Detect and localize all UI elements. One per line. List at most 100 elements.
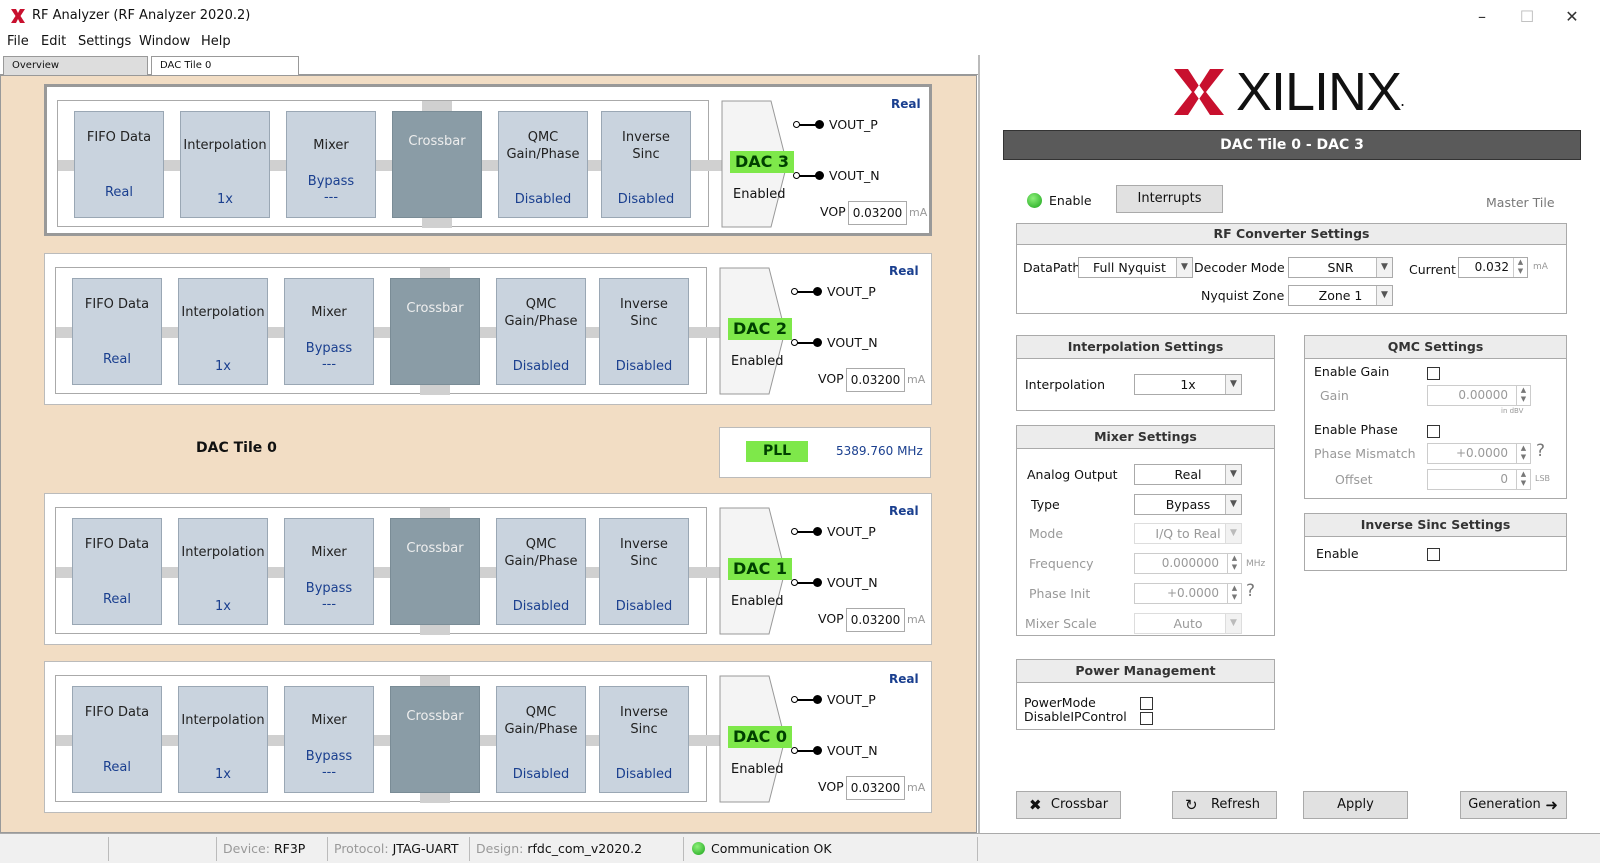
enable-gain-checkbox[interactable] [1427,367,1440,380]
xilinx-logo-dot: . [1400,91,1406,110]
inverse-sinc-block[interactable]: Inverse Sinc Disabled [601,111,691,218]
help-icon[interactable]: ? [1246,581,1256,601]
fifo-block[interactable]: FIFO Data Real [72,278,162,385]
menu-file[interactable]: File [7,34,29,49]
qmc-block[interactable]: QMC Gain/Phase Disabled [496,278,586,385]
powermode-checkbox[interactable] [1140,697,1153,710]
interrupts-button[interactable]: Interrupts [1116,185,1223,213]
mixer-frequency-unit: MHz [1246,559,1266,569]
vop-input[interactable]: 0.03200 [848,201,907,225]
mixer-block[interactable]: Mixer Bypass --- [284,686,374,793]
spin-arrows-icon[interactable]: ▲ ▼ [1516,444,1530,463]
nyquist-zone-select[interactable]: Zone 1 ▼ [1288,285,1393,306]
pll-badge: PLL [746,441,808,462]
mixer-mode-select[interactable]: I/Q to Real ▼ [1134,523,1242,544]
offset-input[interactable]: 0 ▲ ▼ [1427,469,1531,490]
menu-window[interactable]: Window [139,34,191,49]
vop-input[interactable]: 0.03200 [846,776,905,800]
apply-button[interactable]: Apply [1303,791,1408,819]
block-subtitle: Gain/Phase [506,147,580,162]
qmc-block[interactable]: QMC Gain/Phase Disabled [496,686,586,793]
fifo-block[interactable]: FIFO Data Real [74,111,164,218]
block-title: Inverse [620,705,668,720]
current-input[interactable]: 0.032 ▲ ▼ [1458,257,1528,278]
mixer-block[interactable]: Mixer Bypass --- [284,518,374,625]
block-value: Disabled [512,599,570,614]
chevron-down-icon: ▼ [1225,375,1241,394]
help-icon[interactable]: ? [1536,441,1546,461]
menu-edit[interactable]: Edit [41,34,67,49]
generation-button[interactable]: Generation ➜ [1460,791,1567,819]
interpolation-select[interactable]: 1x ▼ [1134,374,1242,395]
phase-init-input[interactable]: +0.0000 ▲ ▼ [1134,583,1242,604]
spin-arrows-icon[interactable]: ▲ ▼ [1516,470,1530,489]
mixer-frequency-input[interactable]: 0.000000 ▲ ▼ [1134,553,1242,574]
xilinx-logo-icon [1174,69,1224,115]
vout-p-label: VOUT_P [827,524,876,539]
mixer-type-select[interactable]: Bypass ▼ [1134,494,1242,515]
mixer-mode-label: Mode [1029,526,1064,541]
crossbar-block[interactable]: Crossbar [392,111,482,218]
port-line [799,124,819,126]
decoder-mode-select[interactable]: SNR ▼ [1288,257,1393,278]
menu-bar: File Edit Settings Window Help [0,33,1600,55]
tab-overview[interactable]: Overview [3,56,148,75]
mixer-block[interactable]: Mixer Bypass --- [286,111,376,218]
block-value: Real [102,592,132,607]
crossbar-block[interactable]: Crossbar [390,686,480,793]
protocol-value: JTAG-UART [392,841,459,856]
disable-ip-control-checkbox[interactable] [1140,712,1153,725]
fifo-block[interactable]: FIFO Data Real [72,686,162,793]
inverse-sinc-enable-label: Enable [1316,546,1359,561]
interpolation-block[interactable]: Interpolation 1x [178,278,268,385]
maximize-button[interactable]: ☐ [1519,7,1535,26]
chevron-down-icon: ▼ [1225,465,1241,484]
crossbar-button[interactable]: ✖ Crossbar [1016,791,1121,819]
fifo-block[interactable]: FIFO Data Real [72,518,162,625]
enable-phase-checkbox[interactable] [1427,425,1440,438]
crossbar-block[interactable]: Crossbar [390,518,480,625]
inverse-sinc-enable-checkbox[interactable] [1427,548,1440,561]
inverse-sinc-block[interactable]: Inverse Sinc Disabled [599,686,689,793]
block-value: Disabled [615,767,673,782]
block-value-secondary: --- [323,190,339,205]
close-button[interactable]: ✕ [1565,7,1579,26]
mixer-scale-select[interactable]: Auto ▼ [1134,613,1242,634]
phase-mismatch-input[interactable]: +0.0000 ▲ ▼ [1427,443,1531,464]
nyquist-zone-value: Zone 1 [1318,288,1363,303]
menu-settings[interactable]: Settings [78,34,132,49]
inverse-sinc-block[interactable]: Inverse Sinc Disabled [599,518,689,625]
inverse-sinc-block[interactable]: Inverse Sinc Disabled [599,278,689,385]
vop-input[interactable]: 0.03200 [846,608,905,632]
analog-output-select[interactable]: Real ▼ [1134,464,1242,485]
mixer-mode-value: I/Q to Real [1155,526,1221,541]
minimize-button[interactable]: – [1478,7,1486,26]
crossbar-block[interactable]: Crossbar [390,278,480,385]
phase-init-value: +0.0000 [1166,586,1219,600]
spin-arrows-icon[interactable]: ▲ ▼ [1227,554,1241,573]
powermode-label: PowerMode [1024,695,1096,710]
interpolation-block[interactable]: Interpolation 1x [180,111,270,218]
qmc-block[interactable]: QMC Gain/Phase Disabled [496,518,586,625]
interpolation-block[interactable]: Interpolation 1x [178,518,268,625]
enable-indicator-icon[interactable] [1027,193,1042,208]
menu-help[interactable]: Help [201,34,231,49]
mixer-block[interactable]: Mixer Bypass --- [284,278,374,385]
enable-phase-label: Enable Phase [1314,422,1398,437]
tab-dac-tile-0[interactable]: DAC Tile 0 [151,56,299,76]
datapath-select[interactable]: Full Nyquist ▼ [1078,257,1193,278]
spin-arrows-icon[interactable]: ▲ ▼ [1516,386,1530,405]
block-value: 1x [217,192,233,207]
block-title: FIFO Data [84,297,150,312]
interpolation-block[interactable]: Interpolation 1x [178,686,268,793]
inverse-sinc-group: Inverse Sinc Settings Enable [1304,513,1567,571]
chevron-down-icon: ▼ [1176,258,1192,277]
spin-arrows-icon[interactable]: ▲ ▼ [1227,584,1241,603]
vop-input[interactable]: 0.03200 [846,368,905,392]
qmc-block[interactable]: QMC Gain/Phase Disabled [498,111,588,218]
gain-input[interactable]: 0.00000 ▲ ▼ [1427,385,1531,406]
block-title: Interpolation [181,713,265,728]
spin-arrows-icon[interactable]: ▲ ▼ [1513,258,1527,277]
block-value: 1x [215,599,231,614]
refresh-button[interactable]: ↻ Refresh [1172,791,1277,819]
